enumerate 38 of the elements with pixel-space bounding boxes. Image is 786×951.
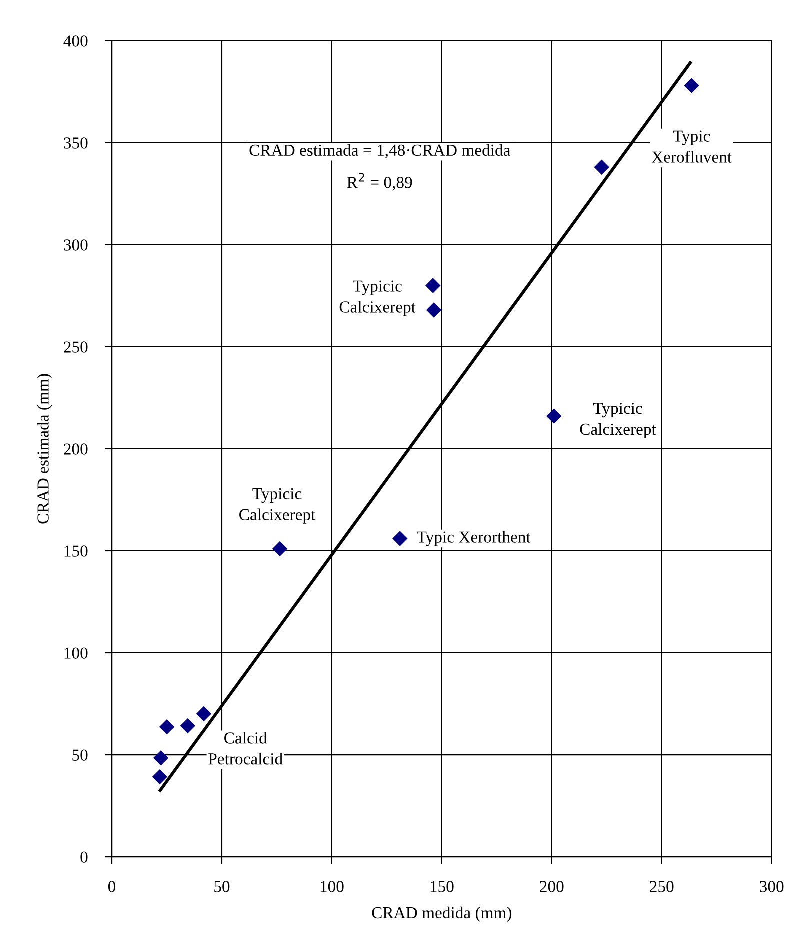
annotation: Typic Xerorthent [417, 531, 531, 546]
annotation: Calcid Petrocalcid [208, 732, 283, 765]
point [152, 769, 168, 785]
annotation: CRAD estimada = 1,48·CRAD medida [250, 144, 511, 158]
y-tick-label: 0 [80, 852, 88, 863]
point [392, 531, 408, 546]
x-tick-label: 0 [108, 881, 116, 892]
point [196, 706, 212, 722]
x-axis-title: CRAD medida (mm) [372, 906, 512, 922]
point [272, 541, 288, 557]
x-tick-label: 300 [760, 881, 784, 892]
y-tick-label: 300 [64, 240, 88, 251]
y-tick-label: 100 [64, 648, 88, 659]
point [426, 302, 442, 318]
x-tick-label: 150 [430, 881, 454, 892]
y-tick-label: 200 [64, 444, 88, 455]
x-tick-label: 250 [650, 881, 674, 892]
point [426, 278, 441, 294]
annotation: Typic Xerofluvent [652, 130, 732, 163]
y-tick-label: 50 [72, 750, 88, 761]
annotation: R$^{2}$ = 0,89 [347, 173, 412, 191]
point [180, 718, 196, 734]
point [153, 750, 169, 766]
x-tick-label: 200 [540, 881, 564, 892]
y-tick-label: 400 [64, 36, 88, 47]
y-tick-label: 250 [64, 342, 88, 353]
point [159, 719, 175, 735]
point [546, 408, 562, 424]
point [684, 78, 700, 94]
annotation: Typicic Calcixerept [340, 280, 416, 316]
y-tick-label: 350 [64, 138, 88, 149]
x-tick-label: 50 [214, 881, 230, 892]
y-tick-label: 150 [64, 546, 88, 557]
y-axis-title: CRAD estimada (mm) [37, 374, 52, 524]
annotation: Typicic Calcixerept [580, 402, 656, 438]
point [594, 160, 610, 176]
annotation: Typicic Calcixerept [240, 488, 316, 524]
x-tick-label: 100 [320, 881, 344, 892]
